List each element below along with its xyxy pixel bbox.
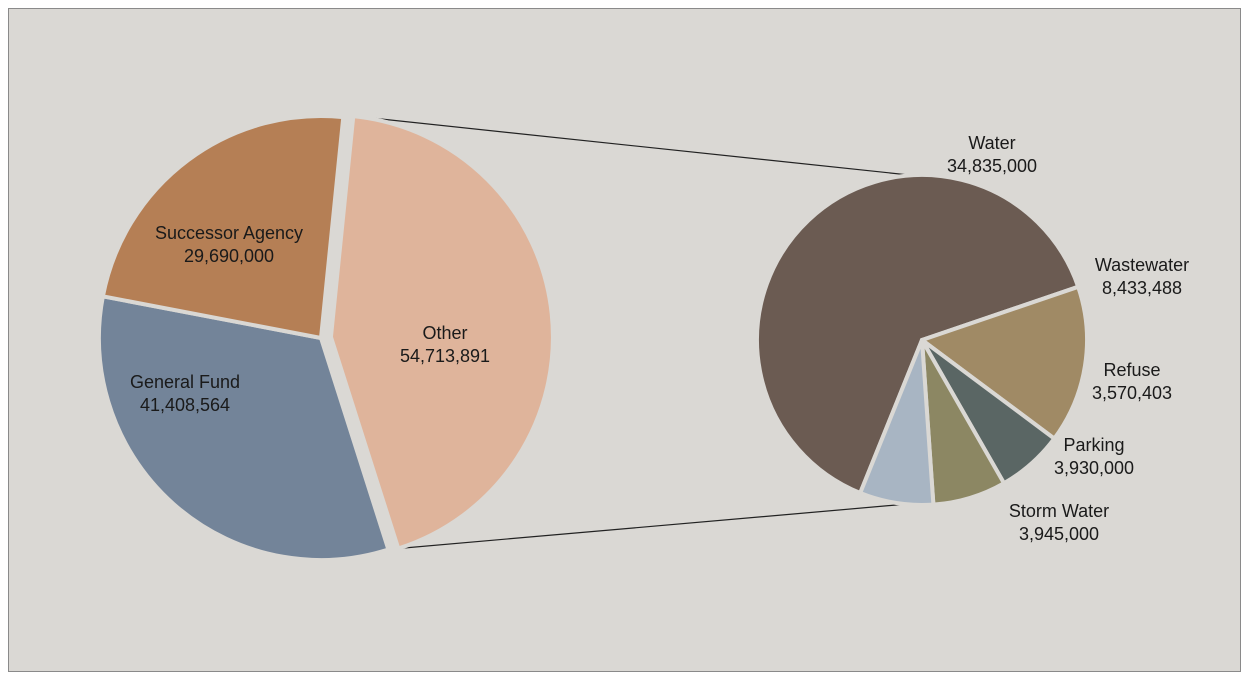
secondary-pie: [755, 173, 1090, 507]
slice-general-fund: [96, 294, 391, 562]
slice-other: [328, 114, 555, 551]
slice-wastewater: [920, 284, 1090, 441]
connector-line-bottom: [398, 503, 906, 550]
slice-successor-agency: [100, 113, 346, 340]
pie-of-pie-chart: Other 54,713,891 General Fund 41,408,564 Suc…: [96, 113, 1189, 562]
connector-line-top: [353, 115, 913, 176]
main-pie: [96, 113, 555, 562]
connector-lines: [353, 115, 913, 550]
slice-label-parking: Parking 3,930,000: [1054, 435, 1134, 478]
slice-label-refuse: Refuse 3,570,403: [1092, 360, 1172, 403]
slice-label-successor-agency: Successor Agency 29,690,000: [155, 223, 303, 266]
slice-label-water: Water 34,835,000: [947, 133, 1037, 176]
chart-area: Other 54,713,891 General Fund 41,408,564 Suc…: [8, 8, 1241, 672]
slice-labels: Other 54,713,891 General Fund 41,408,564 Suc…: [130, 133, 1189, 544]
slice-water: [755, 173, 1081, 495]
slice-label-wastewater: Wastewater 8,433,488: [1095, 255, 1189, 298]
slice-label-other: Other 54,713,891: [400, 323, 490, 366]
slice-label-storm-water: Storm Water 3,945,000: [1009, 501, 1109, 544]
slice-storm-water: [858, 338, 936, 507]
slice-label-general-fund: General Fund 41,408,564: [130, 372, 240, 415]
